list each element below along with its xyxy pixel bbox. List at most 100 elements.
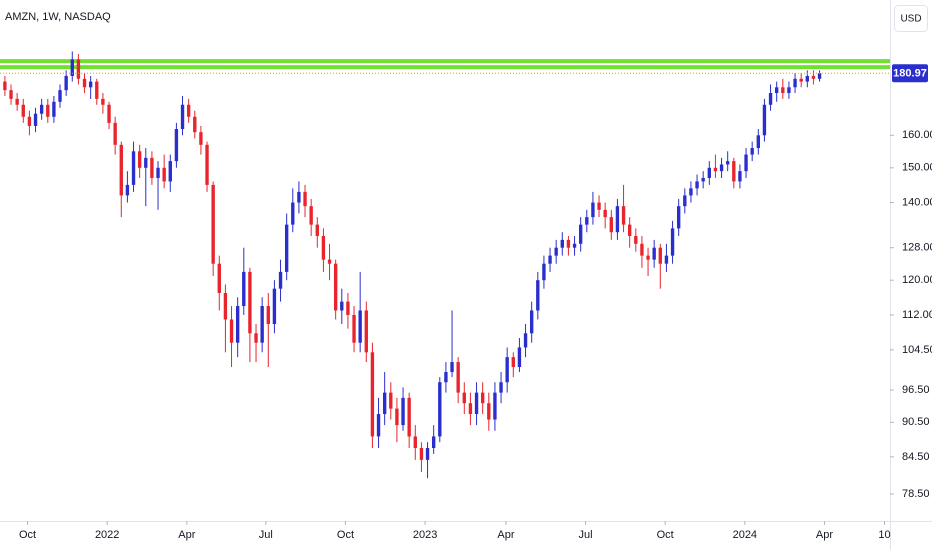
candle-body	[658, 247, 662, 264]
candle-body	[352, 314, 356, 343]
candle-body	[523, 333, 528, 348]
candle-body	[395, 408, 399, 426]
plot-area	[0, 51, 890, 479]
candle-body	[487, 403, 491, 420]
candle-body	[456, 362, 460, 393]
candle-body	[560, 239, 564, 248]
candle-body	[683, 195, 687, 207]
y-tick-label: 90.50	[902, 416, 930, 428]
currency-label[interactable]: USD	[900, 14, 921, 25]
candle-body	[542, 263, 546, 281]
candle-body	[431, 436, 436, 449]
candle-body	[725, 161, 730, 165]
candle-body	[646, 255, 650, 260]
price-tag	[892, 64, 928, 83]
candle-body	[346, 301, 350, 315]
candle-body	[793, 78, 797, 88]
candle-body	[462, 392, 466, 404]
candle-body	[156, 167, 160, 178]
candle-body	[309, 206, 313, 225]
candle-body	[119, 144, 123, 196]
candle-body	[578, 224, 583, 244]
y-tick-label: 120.00	[902, 274, 932, 286]
candle-body	[95, 81, 99, 99]
candle-body	[266, 306, 270, 325]
candle-body	[150, 157, 154, 178]
candle-body	[205, 144, 209, 185]
candle-body	[425, 448, 430, 460]
candle-body	[499, 382, 503, 393]
candle-body	[517, 347, 522, 368]
candle-body	[474, 392, 479, 415]
candle-body	[278, 271, 283, 289]
candle-body	[291, 202, 295, 225]
candle-body	[46, 104, 50, 117]
candle-body	[652, 247, 656, 260]
candle-body	[468, 403, 473, 415]
x-tick-label: 2024	[733, 529, 757, 541]
x-tick-label: Apr	[178, 529, 195, 541]
candle-body	[15, 98, 19, 105]
x-tick-label: Jul	[579, 529, 593, 541]
candle-body	[627, 224, 632, 237]
candle-body	[689, 188, 693, 196]
candle-body	[382, 392, 387, 415]
candle-body	[529, 310, 534, 334]
candle-body	[566, 239, 571, 248]
candle-body	[88, 81, 93, 88]
candle-body	[615, 206, 620, 233]
candle-body	[303, 191, 307, 207]
candle-body	[597, 202, 601, 210]
x-tick-label: 2022	[95, 529, 119, 541]
candle-body	[438, 382, 442, 437]
x-tick-label: Apr	[497, 529, 514, 541]
candle-body	[719, 164, 724, 172]
candle-body	[401, 397, 405, 426]
candle-body	[113, 122, 117, 145]
candle-body	[9, 90, 13, 99]
candle-body	[260, 306, 264, 343]
candle-body	[370, 352, 375, 437]
candle-body	[817, 73, 822, 79]
candle-body	[107, 104, 111, 123]
candle-body	[223, 292, 228, 320]
candle-body	[321, 236, 326, 260]
currency-button[interactable]	[894, 5, 928, 32]
candle-body	[805, 75, 809, 82]
candle-body	[413, 436, 417, 449]
candle-body	[505, 357, 509, 383]
candle-body	[125, 184, 130, 196]
candle-body	[480, 392, 485, 404]
candle-body	[199, 132, 203, 145]
candle-body	[333, 263, 338, 311]
y-tick-label: 96.50	[902, 384, 930, 396]
y-tick-label: 84.50	[902, 451, 930, 463]
x-tick-label: Apr	[816, 529, 833, 541]
candle-body	[70, 59, 74, 76]
candle-body	[168, 161, 172, 182]
candle-body	[217, 263, 221, 293]
candle-body	[186, 104, 191, 117]
candle-body	[750, 148, 754, 155]
candle-body	[229, 319, 234, 343]
candle-body	[297, 191, 301, 203]
candle-body	[315, 224, 319, 237]
candle-body	[640, 243, 644, 256]
candle-body	[774, 87, 779, 94]
chart-title: AMZN, 1W, NASDAQ	[5, 11, 111, 23]
y-tick-label: 128.00	[902, 242, 932, 254]
candle-body	[174, 129, 179, 162]
x-tick-label: 10	[878, 529, 890, 541]
candle-body	[64, 75, 68, 91]
y-tick-label: 78.50	[902, 488, 930, 500]
candle-body	[781, 87, 785, 94]
candle-body	[536, 280, 540, 311]
candle-body	[3, 81, 7, 91]
candle-body	[732, 161, 736, 182]
candle-body	[676, 206, 681, 229]
candle-body	[695, 181, 699, 189]
candle-body	[340, 301, 344, 311]
candle-body	[548, 255, 552, 264]
x-tick-label: Oct	[337, 529, 354, 541]
